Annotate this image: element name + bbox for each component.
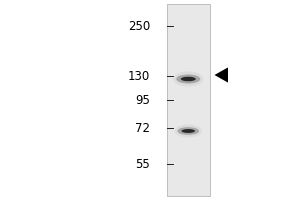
Ellipse shape xyxy=(181,77,196,81)
Text: 130: 130 xyxy=(128,70,150,82)
Ellipse shape xyxy=(173,71,203,87)
Polygon shape xyxy=(214,67,228,83)
Bar xyxy=(167,4,210,196)
Ellipse shape xyxy=(175,125,202,137)
Text: 250: 250 xyxy=(128,20,150,32)
Ellipse shape xyxy=(182,129,195,133)
Ellipse shape xyxy=(177,127,199,135)
Text: 72: 72 xyxy=(135,121,150,134)
Text: 55: 55 xyxy=(135,158,150,170)
Ellipse shape xyxy=(176,74,200,84)
Text: 95: 95 xyxy=(135,94,150,106)
